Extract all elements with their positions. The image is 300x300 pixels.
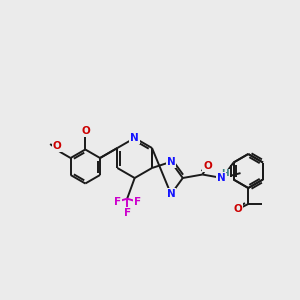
Text: O: O <box>82 127 91 136</box>
Text: N: N <box>167 189 176 199</box>
Text: N: N <box>217 173 226 183</box>
Text: N: N <box>167 157 176 167</box>
Text: O: O <box>53 141 62 151</box>
Text: F: F <box>114 197 121 207</box>
Text: O: O <box>203 161 212 171</box>
Text: H: H <box>221 169 229 178</box>
Text: F: F <box>134 197 141 207</box>
Text: N: N <box>130 133 139 143</box>
Text: F: F <box>124 208 131 218</box>
Text: O: O <box>234 204 243 214</box>
